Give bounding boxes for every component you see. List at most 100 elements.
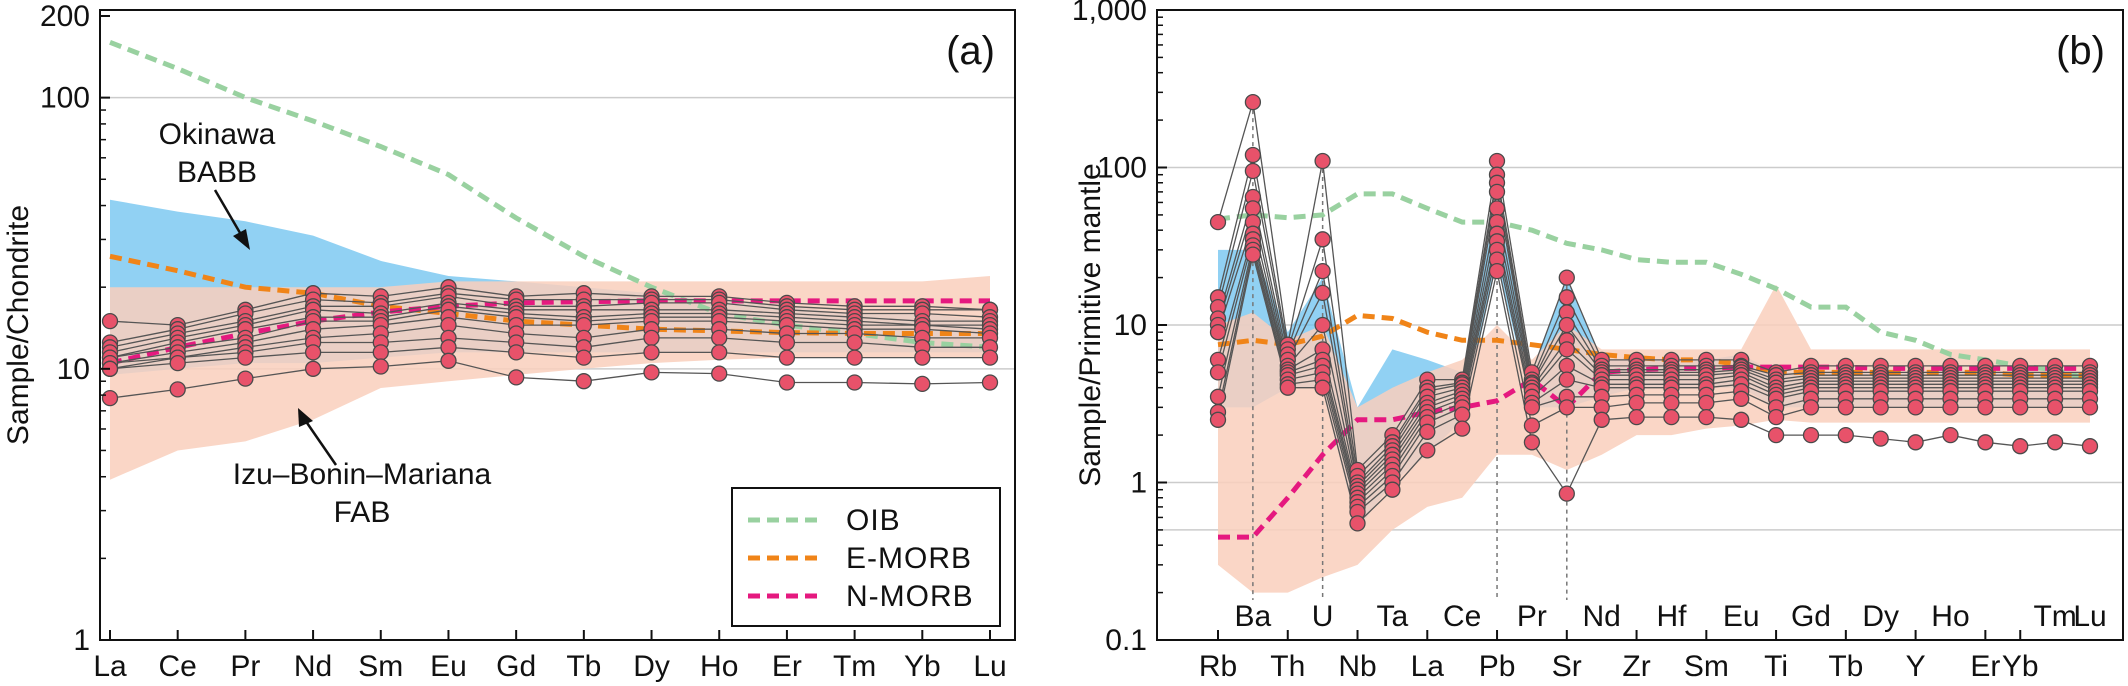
b-inner-label-Ba: Ba	[1235, 600, 1272, 633]
b-ytick-label-1: 1	[1130, 467, 1147, 500]
legend: OIB E-MORB N-MORB	[731, 487, 1001, 627]
a-xtick-label-Eu: Eu	[430, 650, 467, 683]
panel-a-y-axis-title: Sample/Chondrite	[2, 205, 35, 445]
a-sample-10-Sm	[372, 344, 389, 361]
b-sample-11-Gd	[1802, 426, 1820, 444]
annotation-fab-line1: Izu–Bonin–Mariana	[233, 458, 492, 491]
a-ytick-label-200: 200	[40, 0, 90, 33]
b-sample-11-Hf	[1663, 408, 1680, 426]
b-sample-10-Hf	[1663, 394, 1680, 412]
b-sample-11-Nb	[1349, 515, 1366, 532]
a-ytick-label-10: 10	[57, 353, 90, 386]
b-xtick-label-La: La	[1411, 650, 1445, 683]
legend-nmorb-label: N-MORB	[846, 580, 974, 613]
a-sample-line-8	[109, 324, 990, 364]
b-sample-11-Er	[1977, 434, 1994, 451]
a-sample-11-Dy	[643, 364, 660, 381]
panel-b-reference-lines	[1217, 191, 2091, 540]
b-inner-label-Nd: Nd	[1583, 600, 1621, 633]
b-inner-label-Ho: Ho	[1931, 600, 1969, 633]
b-xtick-label-Rb: Rb	[1199, 650, 1237, 683]
a-xtick-label-Gd: Gd	[496, 650, 536, 683]
a-sample-11-Er	[778, 374, 796, 391]
panel-b-y-axis-title: Sample/Primitive mantle	[1074, 163, 1107, 486]
a-sample-10-Nd	[304, 344, 322, 361]
a-sample-11-Ho	[711, 365, 728, 382]
a-sample-10-Lu	[981, 349, 999, 366]
b-sample-4-Sr	[1558, 316, 1575, 334]
a-sample-10-Eu	[440, 339, 457, 356]
b-sample-10-Dy	[1872, 399, 1889, 416]
b-xtick-label-Sm: Sm	[1684, 650, 1729, 683]
b-sample-11-Tb	[1837, 426, 1854, 444]
b-sample-2-Ba	[1244, 146, 1262, 164]
b-sample-5-Pb	[1488, 200, 1506, 217]
b-sample-11-Rb	[1209, 411, 1227, 428]
b-sample-10-Ce	[1454, 406, 1471, 423]
b-sample-4-U	[1314, 284, 1331, 302]
b-inner-label-Eu: Eu	[1723, 600, 1760, 633]
b-xtick-label-Nb: Nb	[1338, 650, 1376, 683]
a-xtick-label-Lu: Lu	[973, 650, 1006, 683]
b-xtick-label-Er: Er	[1970, 650, 2000, 683]
a-fab-field	[110, 276, 990, 480]
b-inner-label-Pr: Pr	[1517, 600, 1547, 633]
a-sample-9-Tm	[846, 334, 863, 351]
b-xtick-label-Y: Y	[1906, 650, 1926, 683]
b-sample-10-Eu	[1733, 390, 1750, 407]
a-sample-9-Dy	[643, 329, 660, 347]
a-sample-10-Yb	[914, 349, 931, 366]
a-sample-line-4	[109, 302, 990, 354]
a-sample-11-Sm	[372, 358, 389, 375]
panel-b: 0.11101001,000RbBaThUNbTaLaCePbPrSrNdZrH…	[1072, 0, 2124, 683]
annotation-fab-arrow	[298, 408, 338, 466]
annotation-okinawa-arrow	[213, 189, 250, 250]
b-inner-label-Gd: Gd	[1791, 600, 1831, 633]
b-fab-field	[1218, 284, 2090, 593]
a-sample-11-Eu	[440, 352, 457, 369]
b-sample-11-Nd	[1593, 411, 1610, 428]
b-xtick-label-Tb: Tb	[1828, 650, 1863, 683]
b-sample-1-Pb	[1488, 152, 1506, 170]
a-line-oib	[109, 39, 991, 350]
b-sample-10-Er	[1977, 399, 1994, 416]
a-sample-10-Dy	[643, 344, 660, 361]
annotation-okinawa-line2: BABB	[177, 156, 257, 189]
b-inner-label-Dy: Dy	[1862, 600, 1899, 633]
a-ytick-label-100: 100	[40, 82, 90, 115]
a-sample-line-7	[109, 316, 991, 364]
b-xtick-label-Yb: Yb	[2002, 650, 2039, 683]
b-sample-5-Ba	[1244, 200, 1262, 217]
annotation-okinawa-line1: Okinawa	[159, 118, 276, 151]
b-sample-11-Sm	[1698, 408, 1715, 426]
a-sample-line-2	[109, 292, 990, 344]
a-xtick-label-Ce: Ce	[159, 650, 197, 683]
b-inner-label-Ta: Ta	[1377, 600, 1409, 633]
b-sample-6-Sr	[1558, 341, 1575, 358]
b-sample-11-Ce	[1454, 420, 1471, 437]
b-sample-6-Rb	[1209, 324, 1227, 341]
b-sample-2-Sr	[1558, 289, 1575, 306]
b-xtick-label-Zr: Zr	[1622, 650, 1650, 683]
annotation-fab-line2: FAB	[334, 496, 391, 529]
b-sample-10-Lu	[2081, 399, 2099, 416]
b-inner-label-Hf: Hf	[1656, 600, 1687, 633]
b-sample-10-Sr	[1558, 399, 1575, 416]
b-sample-11-Eu	[1733, 411, 1750, 428]
b-inner-label-Ce: Ce	[1443, 600, 1481, 633]
a-xtick-label-Er: Er	[772, 650, 802, 683]
panel-a: 1 10 100 200 La Ce Pr Nd Sm Eu Gd Tb Dy Ho Er Tm Yb Lu (a…	[2, 0, 1016, 683]
b-sample-11-Ba	[1244, 246, 1262, 263]
a-sample-10-Tb	[575, 349, 592, 366]
b-sample-8-Rb	[1209, 364, 1227, 381]
a-sample-line-9	[109, 337, 990, 370]
b-ytick-label-1,000: 1,000	[1072, 0, 1147, 27]
a-sample-10-Er	[778, 349, 796, 366]
b-xtick-label-Pb: Pb	[1479, 650, 1516, 683]
b-sample-11-Pb	[1488, 262, 1506, 280]
a-sample-line-6	[109, 309, 991, 359]
a-sample-10-Gd	[508, 344, 525, 361]
a-sample-line-3	[109, 295, 991, 348]
a-xtick-label-Dy: Dy	[633, 650, 670, 683]
